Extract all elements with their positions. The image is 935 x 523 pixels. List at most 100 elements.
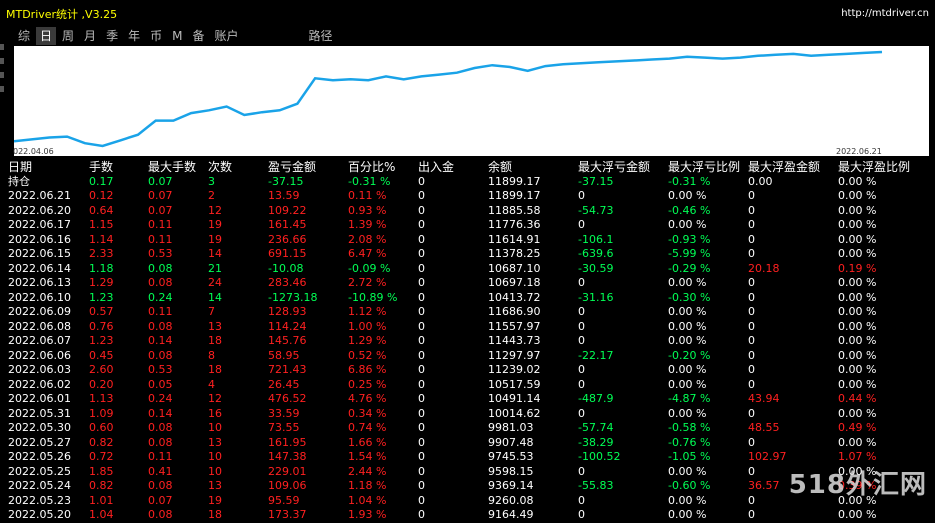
table-cell: 0.52 %: [348, 348, 387, 362]
table-cell: 9598.15: [488, 464, 534, 478]
equity-chart-svg: [14, 50, 883, 148]
table-cell: 0.00 %: [668, 377, 707, 391]
table-cell: 147.38: [268, 450, 307, 463]
table-cell: -0.29 %: [668, 261, 711, 275]
table-cell: 0: [418, 493, 425, 507]
tab-10[interactable]: 路径: [308, 29, 333, 43]
table-cell: 2022.06.07: [8, 334, 71, 347]
table-cell: -10.08: [268, 261, 304, 275]
table-cell: 0.08: [148, 508, 173, 521]
table-cell: 721.43: [268, 363, 307, 376]
table-cell: 0.00 %: [838, 435, 877, 449]
table-cell: 9981.03: [488, 421, 534, 434]
table-cell: 0.00 %: [838, 319, 877, 333]
tab-9[interactable]: 账户: [214, 29, 239, 43]
table-cell: -54.73: [578, 203, 614, 217]
table-cell: 1.09: [89, 406, 114, 420]
table-cell: 2022.05.30: [8, 421, 71, 434]
table-cell: 18: [208, 363, 222, 376]
table-cell: -0.30 %: [668, 290, 711, 304]
table-cell: 11239.02: [488, 363, 541, 376]
tab-8[interactable]: 备: [192, 29, 205, 43]
table-cell: 0: [578, 363, 585, 376]
table-cell: 11557.97: [488, 319, 541, 333]
table-cell: 8: [208, 348, 215, 362]
table-cell: 1.04 %: [348, 493, 387, 507]
table-cell: 13: [208, 479, 222, 492]
tab-1[interactable]: 日: [36, 27, 57, 45]
column-header: 最大浮亏比例: [668, 160, 741, 174]
table-cell: 0.57: [89, 305, 114, 318]
table-cell: 10491.14: [488, 392, 541, 405]
table-cell: 1.29: [89, 276, 114, 289]
table-cell: 6.47 %: [348, 247, 387, 260]
table-cell: 0.44 %: [838, 392, 877, 405]
table-cell: 2.72 %: [348, 276, 387, 289]
tab-7[interactable]: M: [172, 29, 183, 43]
table-cell: 0.72: [89, 450, 114, 463]
table-cell: 0: [418, 261, 425, 275]
table-cell: 0: [418, 276, 425, 289]
table-cell: 0: [578, 377, 585, 391]
table-cell: 161.45: [268, 218, 307, 231]
table-cell: 0: [418, 232, 425, 246]
table-cell: 13.59: [268, 189, 300, 202]
table-cell: 2.33: [89, 247, 114, 260]
table-cell: 0.49 %: [838, 421, 877, 434]
table-cell: 58.95: [268, 348, 300, 362]
table-cell: 0.00 %: [668, 464, 707, 478]
tab-4[interactable]: 季: [106, 29, 119, 43]
table-row: 2022.06.21 0.12 0.07 2 13.59 0.11 % 0 11899.17 0…: [8, 189, 928, 204]
tab-5[interactable]: 年: [128, 29, 141, 43]
table-header: 日期 手数 最大手数 次数 盈亏金额 百分比% 出入金 余额 最大浮亏金额 最大浮亏比例 最大浮盈金…: [8, 160, 928, 175]
table-cell: 19: [208, 218, 222, 231]
table-cell: 0: [578, 406, 585, 420]
table-cell: 0: [748, 276, 755, 289]
equity-chart: [14, 46, 929, 156]
table-cell: 0.11: [148, 305, 173, 318]
table-cell: 128.93: [268, 305, 307, 318]
table-cell: 0: [418, 203, 425, 217]
table-cell: 0: [578, 508, 585, 521]
table-cell: 9745.53: [488, 450, 534, 463]
tab-0[interactable]: 综: [18, 29, 31, 43]
table-cell: 1.85: [89, 464, 114, 478]
table-cell: 691.15: [268, 247, 307, 260]
table-cell: 0: [418, 334, 425, 347]
column-header: 日期: [8, 160, 33, 174]
table-cell: 4: [208, 377, 215, 391]
table-cell: -106.1: [578, 232, 614, 246]
table-cell: 0.53: [148, 247, 173, 260]
table-row: 2022.05.24 0.82 0.08 13 109.06 1.18 % 0 9369.14…: [8, 479, 928, 494]
table-cell: 11899.17: [488, 174, 541, 188]
table-cell: 1.13: [89, 392, 114, 405]
table-row: 2022.06.15 2.33 0.53 14 691.15 6.47 % 0 11378.2…: [8, 247, 928, 262]
tab-3[interactable]: 月: [84, 29, 97, 43]
table-cell: 0.41: [148, 464, 173, 478]
tab-6[interactable]: 币: [150, 29, 163, 43]
table-cell: 0.08: [148, 276, 173, 289]
table-cell: 0.08: [148, 479, 173, 492]
title-bar: MTDriver统计 ,V3.25 http://mtdriver.cn: [0, 0, 935, 24]
app-url[interactable]: http://mtdriver.cn: [841, 8, 929, 19]
tab-2[interactable]: 周: [62, 29, 75, 43]
table-cell: -22.17: [578, 348, 614, 362]
table-cell: 0: [748, 348, 755, 362]
watermark: 518外汇网: [788, 470, 927, 500]
table-cell: 11614.91: [488, 232, 541, 246]
table-cell: 102.97: [748, 450, 787, 463]
table-cell: -30.59: [578, 261, 614, 275]
table-cell: 0.20: [89, 377, 114, 391]
table-cell: 283.46: [268, 276, 307, 289]
table-cell: 2022.06.14: [8, 261, 71, 275]
column-header: 最大浮亏金额: [578, 160, 651, 174]
table-cell: -0.76 %: [668, 435, 711, 449]
table-cell: 0: [748, 319, 755, 333]
table-cell: 0.00 %: [838, 247, 877, 260]
table-cell: 0: [578, 319, 585, 333]
table-cell: 0: [578, 464, 585, 478]
column-header: 余额: [488, 160, 513, 174]
table-row: 2022.06.09 0.57 0.11 7 128.93 1.12 % 0 11686.90…: [8, 305, 928, 320]
table-cell: -1.05 %: [668, 450, 711, 463]
table-cell: 0.82: [89, 479, 114, 492]
